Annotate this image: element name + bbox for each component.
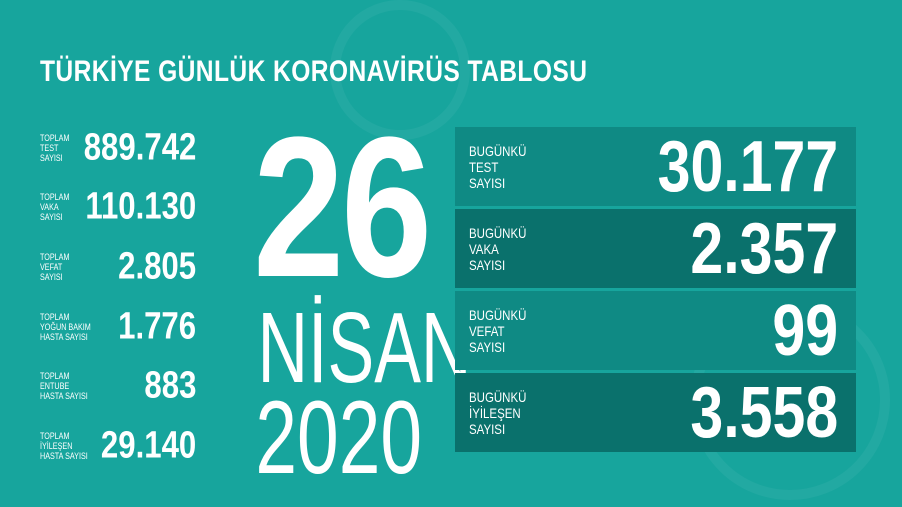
daily-label: BUGÜNKÜ VAKA SAYISI: [469, 224, 527, 273]
total-label: TOPLAM İYİLEŞEN HASTA SAYISI: [40, 431, 88, 461]
page-title: TÜRKİYE GÜNLÜK KORONAVİRÜS TABLOSU: [40, 55, 588, 88]
total-intubated: TOPLAM ENTUBE HASTA SAYISI 883: [40, 361, 196, 411]
total-value: 1.776: [118, 305, 196, 348]
total-value: 29.140: [100, 424, 196, 467]
total-label: TOPLAM YOĞUN BAKIM HASTA SAYISI: [40, 312, 91, 342]
total-value: 883: [144, 364, 196, 407]
daily-cases: BUGÜNKÜ VAKA SAYISI 2.357: [455, 209, 856, 288]
total-deaths: TOPLAM VEFAT SAYISI 2.805: [40, 242, 196, 292]
total-label: TOPLAM VEFAT SAYISI: [40, 252, 70, 282]
daily-test: BUGÜNKÜ TEST SAYISI 30.177: [455, 127, 856, 206]
daily-value: 30.177: [657, 126, 838, 207]
total-label: TOPLAM ENTUBE HASTA SAYISI: [40, 371, 88, 401]
date-year: 2020: [255, 380, 422, 496]
daily-label: BUGÜNKÜ İYİLEŞEN SAYISI: [469, 388, 527, 437]
daily-value: 2.357: [690, 208, 838, 289]
daily-label: BUGÜNKÜ TEST SAYISI: [469, 142, 527, 191]
total-test: TOPLAM TEST SAYISI 889.742: [40, 123, 196, 173]
daily-value: 99: [772, 290, 838, 371]
total-cases: TOPLAM VAKA SAYISI 110.130: [40, 182, 196, 232]
total-value: 889.742: [83, 126, 196, 169]
virus-watermark: [330, 0, 470, 140]
daily-recovered: BUGÜNKÜ İYİLEŞEN SAYISI 3.558: [455, 373, 856, 452]
total-label: TOPLAM VAKA SAYISI: [40, 192, 70, 222]
date-day: 26: [253, 96, 432, 319]
total-recovered: TOPLAM İYİLEŞEN HASTA SAYISI 29.140: [40, 421, 196, 471]
daily-deaths: BUGÜNKÜ VEFAT SAYISI 99: [455, 291, 856, 370]
date-month: NİSAN: [257, 292, 472, 404]
daily-label: BUGÜNKÜ VEFAT SAYISI: [469, 306, 527, 355]
total-intensive-care: TOPLAM YOĞUN BAKIM HASTA SAYISI 1.776: [40, 302, 196, 352]
total-value: 2.805: [118, 245, 196, 288]
total-value: 110.130: [85, 185, 196, 228]
daily-value: 3.558: [690, 372, 838, 453]
total-label: TOPLAM TEST SAYISI: [40, 133, 70, 163]
